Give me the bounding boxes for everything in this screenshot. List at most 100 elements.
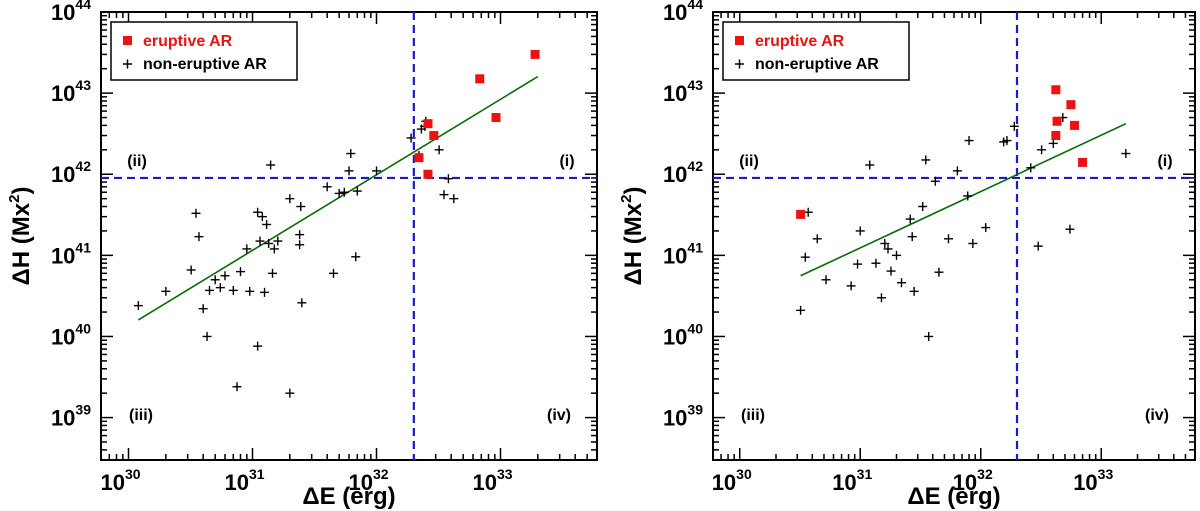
noneruptive-point: [210, 275, 220, 285]
legend-box: [110, 21, 298, 81]
noneruptive-point: [812, 234, 822, 244]
noneruptive-point: [205, 285, 215, 295]
noneruptive-point: [1037, 145, 1047, 155]
y-tick-exp: 39: [75, 402, 91, 418]
y-tick-label: 1039: [51, 402, 91, 431]
noneruptive-point: [329, 268, 339, 278]
x-tick-base: 10: [348, 470, 372, 495]
noneruptive-point: [242, 244, 252, 254]
noneruptive-point: [964, 136, 974, 146]
noneruptive-point: [963, 191, 973, 201]
x-tick-base: 10: [100, 470, 124, 495]
x-tick-base: 10: [1073, 470, 1097, 495]
y-tick-exp: 44: [75, 0, 91, 12]
x-tick-label: 1033: [472, 466, 512, 495]
eruptive-point: [414, 153, 424, 163]
eruptive-point: [1051, 131, 1061, 141]
legend-eruptive-marker: [123, 36, 132, 45]
eruptive-point: [1066, 100, 1076, 110]
y-axis-title: ΔH (Mx2): [6, 187, 35, 286]
y-axis-title-sup: 2: [6, 195, 23, 203]
x-tick-exp: 33: [497, 466, 513, 482]
y-tick-base: 10: [663, 243, 687, 268]
right-panel: 1030 1031 1032 1033103910401041104210431044…: [618, 0, 1196, 510]
eruptive-point: [796, 209, 806, 219]
noneruptive-point: [883, 244, 893, 254]
eruptive-point: [423, 119, 433, 129]
y-tick-base: 10: [51, 243, 75, 268]
y-tick-exp: 42: [75, 158, 91, 174]
noneruptive-point: [215, 283, 225, 293]
noneruptive-point: [262, 220, 272, 230]
noneruptive-point: [918, 202, 928, 212]
noneruptive-point: [257, 212, 267, 222]
x-tick-exp: 32: [977, 466, 993, 482]
noneruptive-point: [297, 298, 307, 308]
noneruptive-point: [803, 207, 813, 217]
noneruptive-point: [266, 160, 276, 170]
y-tick-label: 1043: [51, 77, 91, 106]
x-axis-title: ΔE (erg): [302, 483, 395, 510]
noneruptive-point: [285, 388, 295, 398]
x-tick-exp: 31: [249, 466, 265, 482]
noneruptive-point: [796, 305, 806, 315]
legend-eruptive-label: eruptive AR: [755, 33, 845, 50]
noneruptive-point: [346, 149, 356, 159]
y-axis-title-sup: 2: [618, 195, 635, 203]
quadrant-label: (iv): [547, 407, 571, 424]
y-tick-label: 1041: [51, 239, 91, 268]
y-axis-title-main: ΔH (Mx: [620, 202, 647, 285]
noneruptive-point: [245, 286, 255, 296]
noneruptive-point: [871, 258, 881, 268]
noneruptive-point: [344, 166, 354, 176]
noneruptive-point: [228, 285, 238, 295]
noneruptive-point: [255, 236, 265, 246]
x-tick-exp: 30: [125, 466, 141, 482]
eruptive-point: [1070, 120, 1079, 130]
noneruptive-point: [334, 188, 344, 198]
noneruptive-point: [981, 223, 991, 233]
noneruptive-point: [853, 259, 863, 269]
eruptive-point: [429, 131, 439, 141]
eruptive-point: [423, 169, 433, 179]
noneruptive-point: [968, 238, 978, 248]
y-tick-exp: 43: [687, 77, 703, 93]
noneruptive-point: [269, 244, 279, 254]
noneruptive-point: [232, 382, 242, 392]
noneruptive-point: [161, 286, 171, 296]
noneruptive-point: [1065, 224, 1075, 234]
x-tick-base: 10: [832, 470, 856, 495]
eruptive-point: [530, 49, 540, 59]
noneruptive-point: [295, 240, 305, 250]
y-tick-base: 10: [663, 0, 687, 25]
noneruptive-point: [924, 331, 934, 341]
eruptive-point: [1052, 116, 1062, 126]
y-tick-base: 10: [51, 324, 75, 349]
noneruptive-point: [800, 252, 810, 262]
left-panel: 1030 1031 1032 1033103910401041104210431044…: [6, 0, 598, 510]
noneruptive-point: [1048, 138, 1058, 148]
noneruptive-point: [821, 275, 831, 285]
quadrant-label: (ii): [127, 153, 147, 170]
y-tick-label: 1040: [51, 320, 91, 349]
noneruptive-point: [296, 202, 306, 212]
y-tick-base: 10: [663, 162, 687, 187]
noneruptive-point: [1121, 149, 1131, 159]
y-axis-title-end: ): [620, 187, 647, 195]
y-tick-base: 10: [51, 406, 75, 431]
y-tick-exp: 40: [75, 320, 91, 336]
noneruptive-point: [1026, 163, 1036, 173]
quadrant-label: (iii): [741, 407, 765, 424]
x-tick-exp: 30: [736, 466, 752, 482]
noneruptive-point: [880, 238, 890, 248]
quadrant-label: (i): [1157, 153, 1172, 170]
noneruptive-point: [952, 166, 962, 176]
y-tick-base: 10: [663, 324, 687, 349]
noneruptive-point: [352, 186, 362, 196]
y-tick-exp: 42: [687, 158, 703, 174]
y-tick-label: 1042: [51, 158, 91, 187]
legend-noneruptive-label: non-eruptive AR: [755, 56, 879, 73]
x-tick-label: 1031: [224, 466, 264, 495]
noneruptive-point: [339, 187, 349, 197]
eruptive-point: [491, 113, 501, 123]
